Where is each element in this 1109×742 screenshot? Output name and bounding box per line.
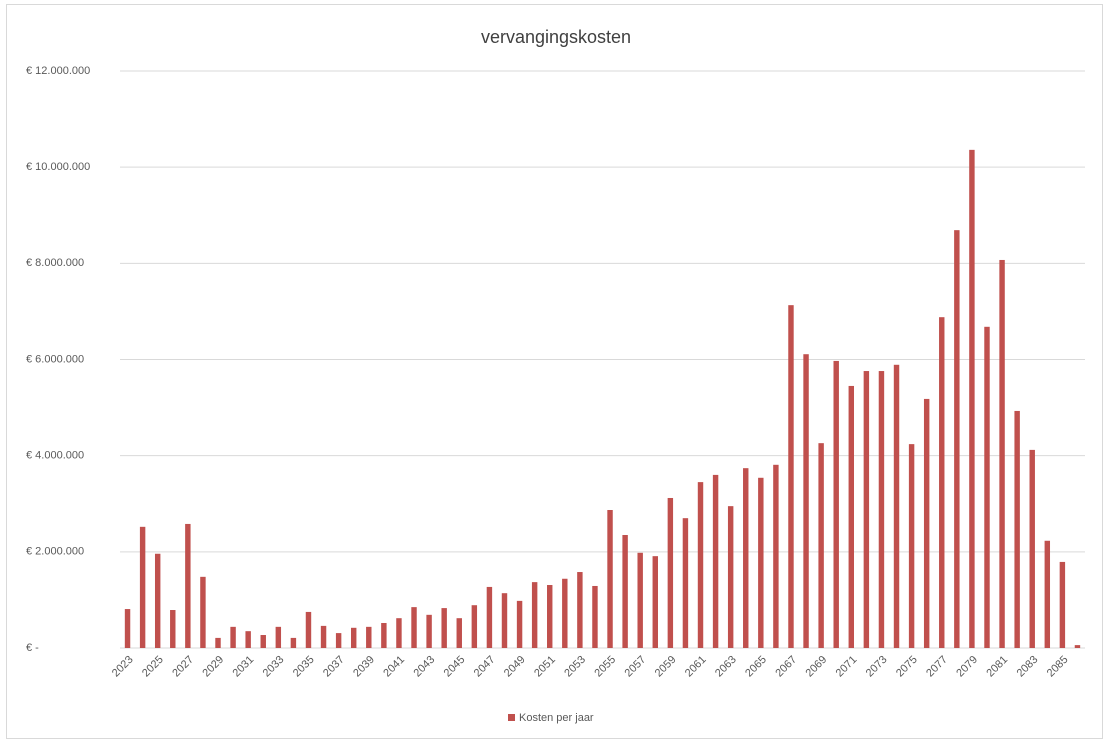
bar xyxy=(878,371,885,648)
y-tick-label: € 2.000.000 xyxy=(26,546,84,558)
bar xyxy=(320,625,327,648)
bar xyxy=(863,371,870,648)
bar xyxy=(577,572,583,648)
bar xyxy=(305,611,312,648)
bar xyxy=(1074,645,1081,648)
bar xyxy=(486,586,493,648)
bar xyxy=(139,526,146,648)
bar xyxy=(969,149,975,648)
bar xyxy=(923,398,930,648)
chart-title: vervangingskosten xyxy=(481,27,631,47)
bar xyxy=(893,364,900,648)
bar xyxy=(1029,449,1035,648)
bar xyxy=(803,354,809,648)
bar xyxy=(788,305,794,648)
bar xyxy=(200,576,206,648)
bar xyxy=(712,474,719,648)
bar xyxy=(411,607,417,648)
bar xyxy=(230,626,236,648)
bar xyxy=(260,635,266,648)
bar xyxy=(562,578,568,648)
bar xyxy=(743,468,749,648)
bar xyxy=(592,585,598,648)
y-tick-label: € - xyxy=(26,642,39,654)
legend-label: Kosten per jaar xyxy=(519,712,594,724)
bar xyxy=(833,360,839,648)
bar xyxy=(697,482,704,648)
bar xyxy=(456,618,462,648)
bar xyxy=(350,627,357,648)
bar xyxy=(1014,410,1020,648)
bar xyxy=(501,593,508,648)
bar xyxy=(954,230,960,649)
bar xyxy=(652,556,658,648)
bar xyxy=(727,506,734,648)
bar xyxy=(531,582,538,648)
bar xyxy=(215,637,221,648)
bar xyxy=(170,610,176,648)
bar xyxy=(547,585,553,648)
bar xyxy=(290,637,297,648)
bar xyxy=(1059,561,1066,648)
bar xyxy=(622,535,628,648)
bar xyxy=(426,614,432,648)
bar xyxy=(773,464,779,648)
bar xyxy=(637,552,643,648)
bar xyxy=(441,608,447,648)
y-tick-label: € 6.000.000 xyxy=(26,353,84,365)
bar xyxy=(758,477,764,648)
bar xyxy=(124,609,131,648)
y-tick-label: € 8.000.000 xyxy=(26,257,84,269)
bar xyxy=(245,631,251,648)
bar xyxy=(1044,540,1051,648)
bar xyxy=(848,385,855,648)
bar xyxy=(667,497,674,648)
bar xyxy=(682,518,689,648)
bar xyxy=(381,622,387,648)
bar xyxy=(335,633,342,648)
bar xyxy=(908,444,915,648)
bar xyxy=(366,626,372,648)
bar xyxy=(984,326,990,648)
bar xyxy=(185,523,191,648)
y-tick-label: € 4.000.000 xyxy=(26,450,84,462)
legend-swatch xyxy=(508,714,515,721)
bar xyxy=(471,605,478,648)
bar xyxy=(275,626,282,648)
bar xyxy=(999,259,1005,648)
bar xyxy=(939,317,945,648)
y-tick-label: € 10.000.000 xyxy=(26,161,90,173)
bar xyxy=(516,600,523,648)
bar xyxy=(154,553,161,648)
bar xyxy=(818,443,824,648)
bar xyxy=(607,510,613,648)
bar xyxy=(396,618,402,648)
y-tick-label: € 12.000.000 xyxy=(26,65,90,77)
